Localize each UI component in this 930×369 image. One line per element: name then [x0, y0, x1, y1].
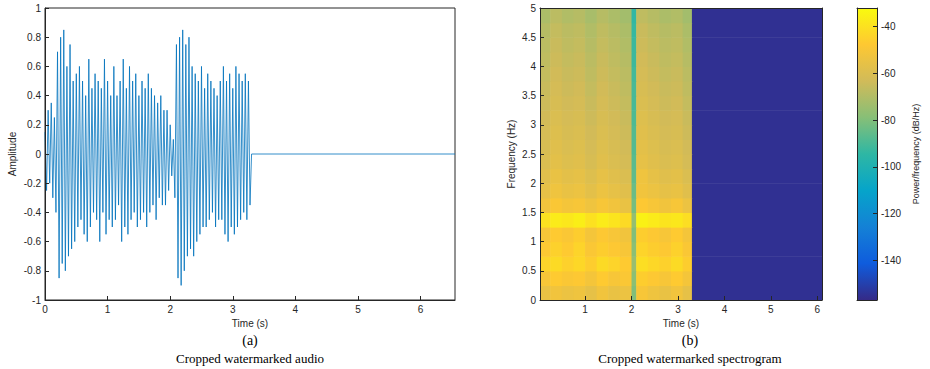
- svg-text:-120: -120: [881, 208, 901, 219]
- svg-text:3.5: 3.5: [522, 90, 536, 101]
- svg-text:5: 5: [355, 304, 361, 315]
- svg-text:4: 4: [293, 304, 299, 315]
- svg-text:Amplitude: Amplitude: [7, 131, 18, 176]
- svg-text:Time (s): Time (s): [232, 318, 268, 329]
- svg-text:0: 0: [42, 304, 48, 315]
- svg-text:-0.4: -0.4: [24, 207, 42, 218]
- svg-text:1: 1: [35, 3, 41, 14]
- svg-text:3: 3: [675, 304, 681, 315]
- svg-text:0.2: 0.2: [27, 119, 41, 130]
- svg-text:(b): (b): [682, 333, 699, 349]
- svg-text:6: 6: [418, 304, 424, 315]
- svg-text:0.6: 0.6: [27, 61, 41, 72]
- svg-text:0.5: 0.5: [522, 265, 536, 276]
- svg-text:Cropped watermarked audio: Cropped watermarked audio: [176, 351, 324, 366]
- svg-text:-60: -60: [881, 68, 896, 79]
- svg-text:-40: -40: [881, 21, 896, 32]
- svg-text:4.5: 4.5: [522, 32, 536, 43]
- svg-text:5: 5: [768, 304, 774, 315]
- svg-text:-1: -1: [32, 295, 41, 306]
- svg-text:-0.2: -0.2: [24, 178, 42, 189]
- svg-text:1: 1: [105, 304, 111, 315]
- svg-text:6: 6: [815, 304, 821, 315]
- svg-text:1: 1: [582, 304, 588, 315]
- svg-text:Cropped watermarked spectrogra: Cropped watermarked spectrogram: [598, 351, 781, 366]
- svg-text:5: 5: [530, 3, 536, 14]
- svg-text:(a): (a): [242, 333, 258, 349]
- svg-text:3: 3: [530, 119, 536, 130]
- svg-text:0: 0: [35, 149, 41, 160]
- svg-text:2.5: 2.5: [522, 149, 536, 160]
- svg-text:2: 2: [530, 178, 536, 189]
- svg-text:1: 1: [530, 236, 536, 247]
- svg-text:-100: -100: [881, 161, 901, 172]
- svg-text:-0.6: -0.6: [24, 236, 42, 247]
- svg-text:4: 4: [722, 304, 728, 315]
- svg-text:-140: -140: [881, 255, 901, 266]
- svg-text:Power/frequency (dB/Hz): Power/frequency (dB/Hz): [911, 104, 921, 205]
- svg-text:2: 2: [167, 304, 173, 315]
- svg-text:-80: -80: [881, 115, 896, 126]
- svg-text:0.4: 0.4: [27, 90, 41, 101]
- svg-text:0.8: 0.8: [27, 32, 41, 43]
- svg-text:Time (s): Time (s): [663, 318, 699, 329]
- svg-text:1.5: 1.5: [522, 207, 536, 218]
- svg-text:2: 2: [629, 304, 635, 315]
- svg-text:4: 4: [530, 61, 536, 72]
- svg-text:3: 3: [230, 304, 236, 315]
- svg-text:Frequency (Hz): Frequency (Hz): [506, 120, 517, 189]
- svg-text:-0.8: -0.8: [24, 265, 42, 276]
- svg-text:0: 0: [530, 295, 536, 306]
